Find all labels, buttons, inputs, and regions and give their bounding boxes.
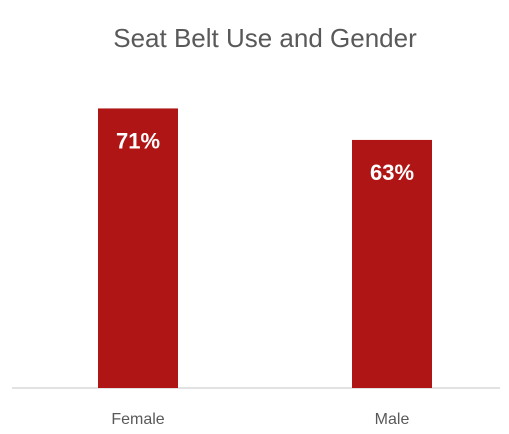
chart-title: Seat Belt Use and Gender <box>113 23 417 53</box>
bar <box>98 108 178 388</box>
data-label: 63% <box>370 160 414 185</box>
x-tick-label: Female <box>111 411 164 428</box>
bar <box>352 139 432 388</box>
data-label: 71% <box>116 128 160 153</box>
x-tick-label: Male <box>375 411 410 428</box>
